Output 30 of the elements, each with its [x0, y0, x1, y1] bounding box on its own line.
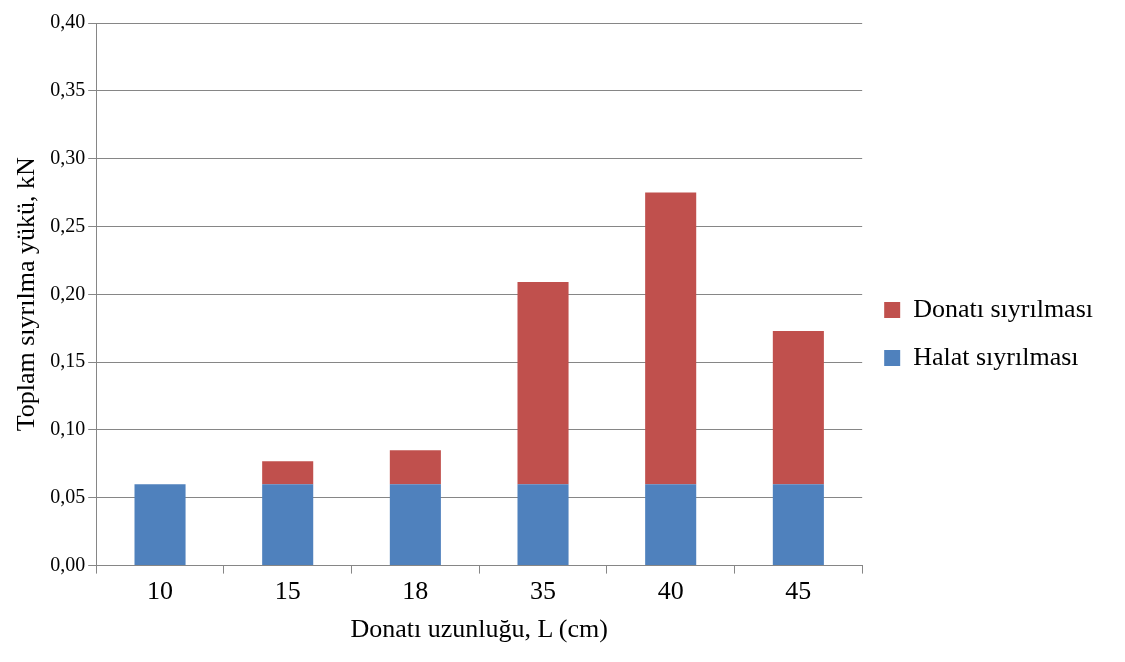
legend-label: Halat sıyrılması — [913, 341, 1079, 371]
y-tick-label: 0,40 — [50, 10, 86, 33]
x-tick-label: 10 — [147, 576, 174, 606]
legend-label: Donatı sıyrılması — [913, 293, 1094, 323]
y-tick-label: 0,25 — [50, 213, 86, 236]
y-tick-label: 0,30 — [50, 145, 86, 168]
x-tick-label: 35 — [530, 576, 557, 606]
bar — [517, 282, 569, 485]
bar — [389, 450, 441, 485]
y-axis-title: Toplam sıyrılma yükü, kN — [11, 157, 41, 432]
bar — [262, 484, 314, 566]
y-tick-label: 0,35 — [50, 78, 86, 101]
y-tick-label: 0,00 — [50, 552, 86, 575]
x-tick-label: 15 — [274, 576, 301, 606]
y-tick-label: 0,20 — [50, 281, 86, 304]
x-tick-label: 45 — [785, 576, 812, 606]
bar — [772, 484, 824, 566]
bar — [134, 484, 186, 566]
y-tick-label: 0,05 — [50, 485, 86, 508]
y-tick-label: 0,10 — [50, 417, 86, 440]
bar — [645, 192, 697, 485]
bar — [389, 484, 441, 566]
bar — [645, 484, 697, 566]
x-tick-label: 18 — [402, 576, 429, 606]
x-tick-label: 40 — [657, 576, 684, 606]
bar — [262, 461, 314, 485]
x-axis-title: Donatı uzunluğu, L (cm) — [350, 614, 608, 644]
bar — [772, 330, 824, 485]
bar — [517, 484, 569, 566]
y-tick-label: 0,15 — [50, 349, 86, 372]
